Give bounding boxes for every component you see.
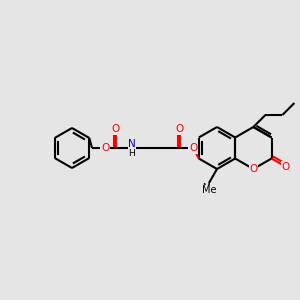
Text: Me: Me	[202, 184, 216, 193]
Text: O: O	[189, 143, 197, 153]
Text: H: H	[129, 148, 135, 158]
Text: O: O	[101, 143, 109, 153]
Text: O: O	[176, 124, 184, 134]
Text: O: O	[249, 164, 257, 174]
Text: O: O	[112, 124, 120, 134]
Text: O: O	[281, 161, 290, 172]
Text: N: N	[128, 139, 136, 149]
Text: Me: Me	[202, 185, 216, 195]
